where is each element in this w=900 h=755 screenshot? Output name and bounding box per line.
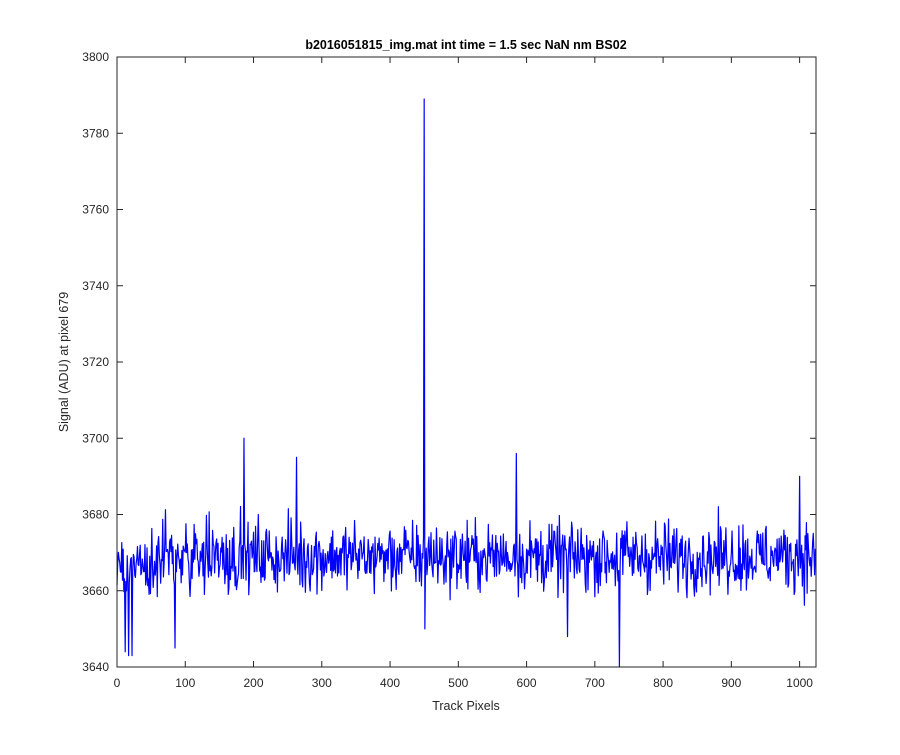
- x-tick-label: 1000: [786, 676, 813, 690]
- chart-title: b2016051815_img.mat int time = 1.5 sec N…: [305, 38, 626, 52]
- y-axis-label: Signal (ADU) at pixel 679: [57, 292, 71, 432]
- y-tick-label: 3720: [82, 355, 109, 369]
- x-axis-ticks: 0 100 200 300 400 500 600 700 800 900 1000: [114, 57, 813, 690]
- series-line: [116, 98, 816, 668]
- y-tick-label: 3760: [82, 203, 109, 217]
- x-tick-label: 100: [175, 676, 195, 690]
- x-tick-label: 800: [653, 676, 673, 690]
- x-tick-label: 0: [114, 676, 121, 690]
- x-tick-label: 300: [312, 676, 332, 690]
- x-tick-label: 600: [517, 676, 537, 690]
- y-tick-label: 3740: [82, 279, 109, 293]
- y-axis-ticks: 3640 3660 3680 3700 3720 3740 3760 3780 3800: [82, 50, 816, 674]
- x-tick-label: 200: [244, 676, 264, 690]
- x-tick-label: 400: [380, 676, 400, 690]
- y-tick-label: 3700: [82, 431, 109, 445]
- y-tick-label: 3800: [82, 50, 109, 64]
- y-tick-label: 3660: [82, 584, 109, 598]
- series-layer: [116, 98, 816, 668]
- x-axis-label: Track Pixels: [432, 699, 500, 713]
- x-tick-label: 900: [721, 676, 741, 690]
- y-tick-label: 3780: [82, 126, 109, 140]
- y-tick-label: 3680: [82, 508, 109, 522]
- x-tick-label: 700: [585, 676, 605, 690]
- x-tick-label: 500: [448, 676, 468, 690]
- y-tick-label: 3640: [82, 660, 109, 674]
